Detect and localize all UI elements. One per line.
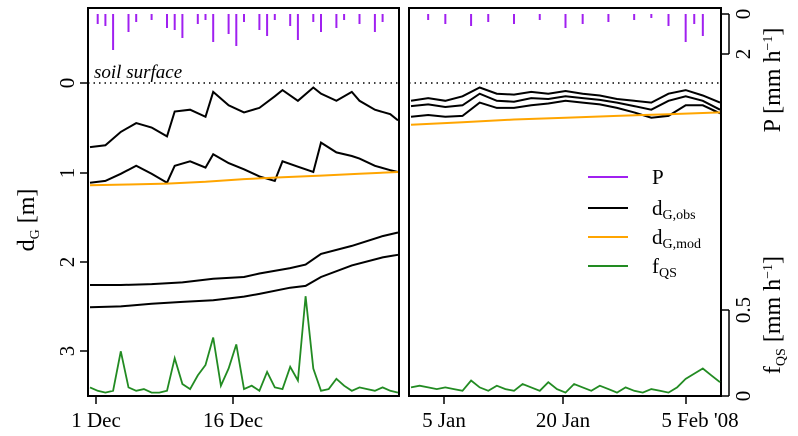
- dg-obs-line-0: [410, 86, 721, 104]
- right-bottom-tick-label-05: 0.5: [731, 297, 755, 323]
- fqs-series-line: [89, 296, 399, 394]
- soil-surface-annotation: soil surface: [94, 62, 182, 83]
- x-axis-right: 5 Jan 20 Jan 5 Feb '08: [422, 396, 739, 432]
- dg-mod-line-4: [89, 171, 399, 187]
- x-tick-label-5-jan: 5 Jan: [422, 408, 466, 432]
- legend-label-fqs: fQS: [652, 254, 677, 281]
- x-tick-label-1-dec: 1 Dec: [71, 408, 121, 432]
- left-y-tick-label-0: 0: [55, 78, 79, 89]
- right-panel-series: [410, 14, 721, 394]
- left-y-axis: 0 1 2 3 dG [m]: [14, 78, 88, 357]
- left-y-tick-label-3: 3: [55, 346, 79, 357]
- dg-obs-line-1: [89, 141, 399, 185]
- dg-obs-line-0: [89, 86, 399, 149]
- right-panel-frame: [408, 7, 722, 397]
- dg-mod-line-3: [410, 111, 721, 126]
- left-y-tick-label-2: 2: [55, 257, 79, 268]
- left-panel-series: [89, 14, 399, 394]
- dg-obs-line-2: [90, 231, 399, 286]
- left-panel-frame: [87, 7, 400, 397]
- x-tick-label-16-dec: 16 Dec: [203, 408, 263, 432]
- x-tick-label-20-jan: 20 Jan: [536, 408, 591, 432]
- dg-obs-line-3: [89, 253, 399, 309]
- right-bottom-axis-label: fQS [mm h−1]: [760, 256, 789, 374]
- right-top-axis-label: P [mm h−1]: [760, 28, 786, 133]
- x-tick-label-5-feb: 5 Feb '08: [661, 408, 738, 432]
- legend-label-p: P: [652, 165, 664, 189]
- fqs-series-line: [410, 367, 721, 394]
- legend: P dG,obs dG,mod fQS: [588, 165, 701, 281]
- right-top-tick-label-0: 0: [731, 9, 755, 20]
- legend-label-dg-mod: dG,mod: [652, 225, 701, 252]
- legend-label-dg-obs: dG,obs: [652, 196, 696, 223]
- right-bottom-tick-label-0: 0: [731, 391, 755, 402]
- right-y-axis-top: 0 2 P [mm h−1]: [721, 9, 786, 133]
- right-y-axis-bottom: 0.5 0 fQS [mm h−1]: [721, 256, 789, 401]
- dg-obs-line-2: [410, 99, 721, 119]
- left-y-tick-label-1: 1: [55, 168, 79, 179]
- dg-obs-line-1: [410, 92, 721, 111]
- x-axis-left: 1 Dec 16 Dec: [71, 396, 263, 432]
- left-y-axis-label: dG [m]: [14, 189, 43, 252]
- right-top-tick-label-2: 2: [731, 49, 755, 60]
